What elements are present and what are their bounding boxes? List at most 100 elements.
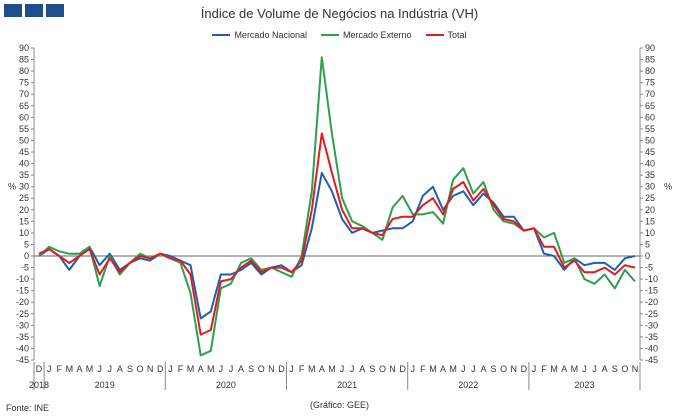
year-label: 2023	[574, 380, 594, 390]
month-label: O	[621, 364, 628, 374]
month-label: M	[429, 364, 437, 374]
month-label: S	[127, 364, 133, 374]
month-label: M	[187, 364, 195, 374]
month-label: J	[47, 364, 52, 374]
month-label: N	[389, 364, 396, 374]
month-label: A	[117, 364, 123, 374]
y-tick-label-left: -35	[16, 332, 29, 342]
month-label: F	[541, 364, 547, 374]
y-tick-label-right: 70	[645, 89, 655, 99]
month-label: D	[157, 364, 164, 374]
month-label: F	[299, 364, 305, 374]
y-tick-label-right: -45	[645, 355, 658, 365]
month-label: M	[571, 364, 579, 374]
y-tick-label-right: 20	[645, 205, 655, 215]
chart-credit: (Gráfico: GEE)	[309, 400, 369, 410]
month-label: A	[319, 364, 325, 374]
y-tick-label-right: -40	[645, 343, 658, 353]
month-label: O	[137, 364, 144, 374]
y-tick-label-right: 55	[645, 124, 655, 134]
y-tick-label-left: -30	[16, 320, 29, 330]
month-label: M	[86, 364, 94, 374]
y-tick-label-left: 65	[19, 101, 29, 111]
month-label: J	[471, 364, 476, 374]
month-label: A	[198, 364, 204, 374]
month-label: J	[582, 364, 587, 374]
y-tick-label-left: -15	[16, 286, 29, 296]
legend-label: Mercado Nacional	[234, 30, 307, 40]
year-label: 2022	[458, 380, 478, 390]
chart-source: Fonte: INE	[6, 403, 50, 413]
year-label: 2021	[337, 380, 357, 390]
month-label: A	[561, 364, 567, 374]
y-tick-label-left: 5	[24, 239, 29, 249]
month-label: F	[178, 364, 184, 374]
y-tick-label-left: -20	[16, 297, 29, 307]
month-label: J	[97, 364, 102, 374]
month-label: O	[258, 364, 265, 374]
y-tick-label-left: 0	[24, 251, 29, 261]
legend-label: Total	[447, 30, 467, 40]
month-label: J	[229, 364, 234, 374]
month-label: N	[268, 364, 275, 374]
month-label: J	[340, 364, 345, 374]
year-label: 2020	[216, 380, 236, 390]
y-axis-label-left: %	[8, 182, 16, 192]
month-label: J	[289, 364, 294, 374]
month-label: J	[411, 364, 416, 374]
legend-item-total: Total	[425, 30, 467, 40]
y-tick-label-right: 85	[645, 55, 655, 65]
legend-label: Mercado Externo	[342, 30, 412, 40]
month-label: A	[76, 364, 82, 374]
y-tick-label-right: 15	[645, 216, 655, 226]
month-label: M	[66, 364, 74, 374]
month-label: S	[369, 364, 375, 374]
month-label: A	[440, 364, 446, 374]
y-tick-label-right: -15	[645, 286, 658, 296]
y-tick-label-left: 20	[19, 205, 29, 215]
y-tick-label-left: -45	[16, 355, 29, 365]
month-label: F	[57, 364, 63, 374]
month-label: O	[379, 364, 386, 374]
y-tick-label-left: 75	[19, 78, 29, 88]
y-tick-label-right: -25	[645, 309, 658, 319]
y-tick-label-right: -30	[645, 320, 658, 330]
month-label: J	[219, 364, 224, 374]
y-tick-label-left: -25	[16, 309, 29, 319]
y-tick-label-right: 25	[645, 193, 655, 203]
y-tick-label-left: 80	[19, 66, 29, 76]
y-axis-label-right: %	[664, 182, 672, 192]
month-label: S	[491, 364, 497, 374]
y-tick-label-right: 30	[645, 182, 655, 192]
y-tick-label-left: 50	[19, 135, 29, 145]
y-tick-label-left: 35	[19, 170, 29, 180]
y-tick-label-right: -5	[645, 263, 653, 273]
y-tick-label-right: 65	[645, 101, 655, 111]
month-label: M	[207, 364, 215, 374]
y-tick-label-right: 5	[645, 239, 650, 249]
legend-swatch	[212, 34, 231, 36]
month-label: A	[480, 364, 486, 374]
y-tick-label-right: -10	[645, 274, 658, 284]
y-tick-label-right: -20	[645, 297, 658, 307]
logo-block	[4, 4, 22, 17]
month-label: N	[632, 364, 639, 374]
y-tick-label-left: -10	[16, 274, 29, 284]
month-label: N	[147, 364, 154, 374]
month-label: M	[449, 364, 457, 374]
legend-item-mercado-externo: Mercado Externo	[320, 30, 412, 40]
legend-swatch	[320, 34, 339, 36]
y-tick-label-right: 35	[645, 170, 655, 180]
month-label: M	[328, 364, 336, 374]
logo-block	[46, 4, 64, 17]
month-label: N	[511, 364, 518, 374]
y-tick-label-left: 30	[19, 182, 29, 192]
y-tick-label-left: 70	[19, 89, 29, 99]
month-label: M	[308, 364, 316, 374]
y-tick-label-right: 75	[645, 78, 655, 88]
month-label: J	[532, 364, 537, 374]
y-tick-label-left: 85	[19, 55, 29, 65]
month-label: F	[420, 364, 426, 374]
month-label: D	[521, 364, 528, 374]
month-label: D	[36, 364, 43, 374]
